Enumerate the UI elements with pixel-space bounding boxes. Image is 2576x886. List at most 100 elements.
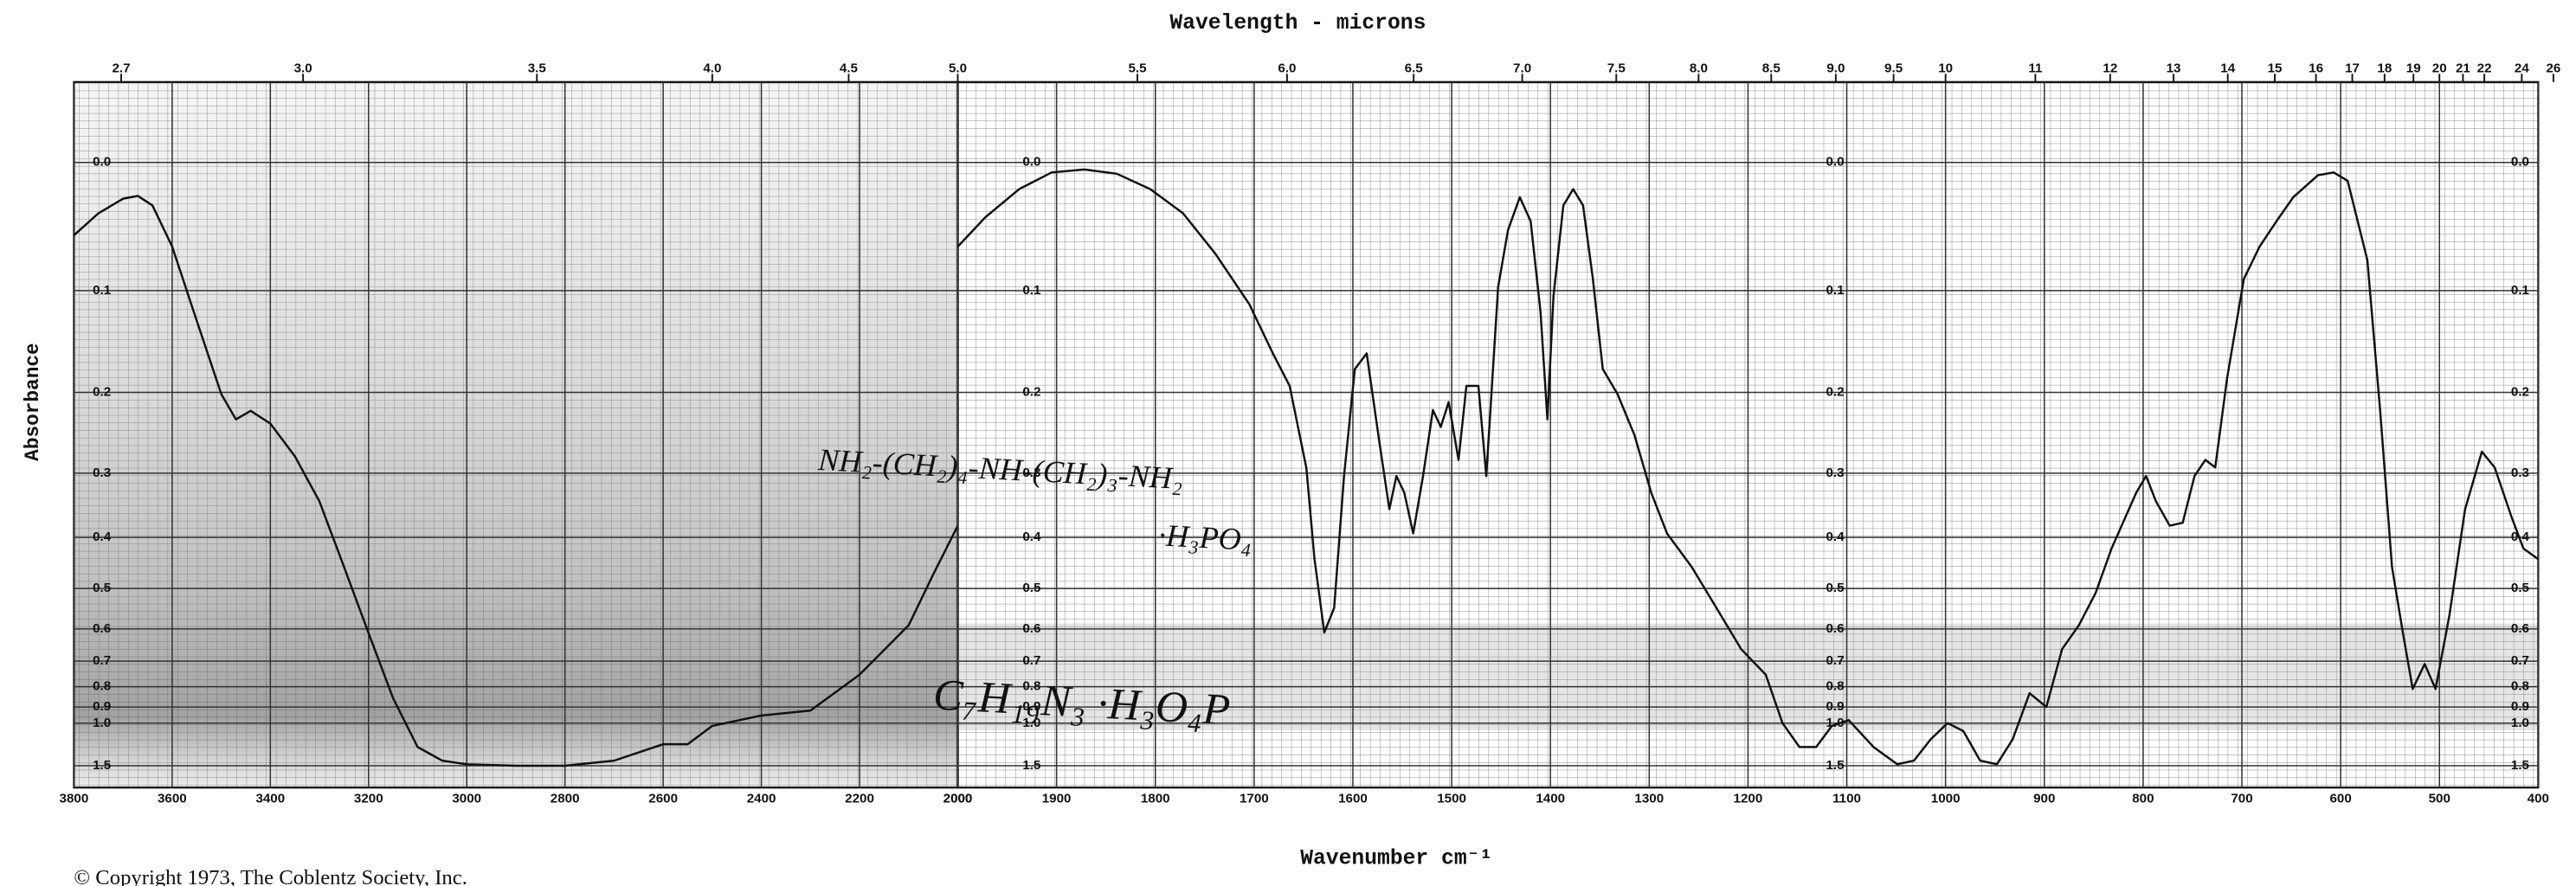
x2-tick-label: 16: [2309, 61, 2323, 76]
y-tick-label: 0.2: [1022, 384, 1040, 399]
x-tick-label: 1600: [1338, 792, 1368, 806]
x-tick-label: 600: [2329, 792, 2351, 806]
x2-tick-label: 22: [2477, 61, 2492, 76]
y-tick-label: 1.5: [1022, 758, 1040, 773]
y-axis-label: Absorbance: [22, 343, 44, 460]
x-tick-label: 1900: [1042, 792, 1072, 806]
y-tick-label: 0.1: [1022, 283, 1040, 298]
x-tick-label: 3200: [354, 792, 383, 806]
x-tick-label: 2800: [551, 792, 580, 806]
y-tick-label: 0.7: [1826, 653, 1844, 668]
x2-tick-label: 11: [2028, 61, 2042, 76]
x2-tick-label: 9.5: [1884, 61, 1903, 76]
y-tick-label: 0.3: [2511, 465, 2529, 480]
x2-tick-label: 8.0: [1690, 61, 1708, 76]
y-tick-label: 0.9: [93, 699, 111, 714]
y-tick-label: 0.1: [93, 283, 111, 298]
y-tick-label: 1.0: [2511, 716, 2529, 730]
y-tick-label: 0.0: [93, 155, 111, 170]
x2-tick-label: 26: [2546, 61, 2560, 76]
x2-tick-label: 21: [2456, 61, 2470, 76]
x-tick-label: 400: [2528, 792, 2549, 806]
x-tick-label: 800: [2132, 792, 2154, 806]
y-tick-label: 0.9: [1826, 699, 1844, 714]
x2-tick-label: 3.5: [528, 61, 546, 76]
y-tick-label: 0.8: [1022, 679, 1040, 694]
y-tick-label: 1.0: [93, 716, 111, 730]
x2-tick-label: 2.7: [112, 61, 130, 76]
x2-tick-label: 7.5: [1607, 61, 1626, 76]
x2-tick-label: 17: [2345, 61, 2360, 76]
x-tick-label: 3800: [60, 792, 89, 806]
spectrum-line: [956, 168, 2540, 766]
x2-tick-label: 6.0: [1278, 61, 1296, 76]
y-tick-label: 0.5: [1826, 581, 1844, 595]
x2-tick-label: 13: [2167, 61, 2181, 76]
x2-tick-label: 14: [2220, 61, 2235, 76]
y-tick-label: 0.9: [1022, 699, 1040, 714]
y-tick-label: 0.4: [93, 530, 112, 544]
chart-title: Wavelength - microns: [1169, 11, 1426, 35]
y-tick-label: 1.5: [2511, 758, 2529, 773]
x-tick-label: 1200: [1734, 792, 1763, 806]
x2-tick-label: 6.5: [1405, 61, 1423, 76]
y-tick-label: 0.0: [1022, 155, 1040, 170]
x-tick-label: 1700: [1240, 792, 1269, 806]
x2-tick-label: 20: [2432, 61, 2447, 76]
x2-tick-label: 18: [2377, 61, 2392, 76]
x2-tick-label: 15: [2268, 61, 2283, 76]
y-tick-label: 0.8: [2511, 679, 2529, 694]
x-tick-label: 1100: [1832, 792, 1861, 806]
copyright: © Copyright 1973, The Coblentz Society, …: [74, 866, 467, 886]
x-tick-label: 3600: [158, 792, 187, 806]
y-tick-label: 0.6: [1022, 621, 1040, 636]
y-tick-label: 0.5: [2511, 581, 2529, 595]
x-tick-label: 2000: [943, 792, 973, 806]
x2-tick-label: 7.0: [1513, 61, 1531, 76]
x2-tick-label: 3.0: [294, 61, 312, 76]
y-tick-label: 0.7: [2511, 653, 2529, 668]
y-tick-label: 0.4: [1022, 530, 1041, 544]
y-tick-label: 0.0: [1826, 155, 1844, 170]
y-tick-label: 0.0: [2511, 155, 2529, 170]
x-tick-label: 1400: [1536, 792, 1565, 806]
y-tick-label: 1.5: [93, 758, 111, 773]
y-tick-label: 0.5: [93, 581, 111, 595]
x-tick-label: 1500: [1437, 792, 1466, 806]
x-tick-label: 3000: [452, 792, 481, 806]
y-tick-label: 0.3: [1022, 465, 1040, 480]
y-tick-label: 0.5: [1022, 581, 1040, 595]
x-tick-label: 500: [2429, 792, 2450, 806]
y-tick-label: 0.4: [2511, 530, 2530, 544]
y-tick-label: 0.4: [1826, 530, 1845, 544]
x2-tick-label: 5.5: [1128, 61, 1146, 76]
x-tick-label: 2400: [747, 792, 776, 806]
y-tick-label: 0.8: [1826, 679, 1844, 694]
x2-tick-label: 19: [2406, 61, 2421, 76]
y-tick-label: 0.6: [2511, 621, 2529, 636]
y-tick-label: 0.1: [2511, 283, 2529, 298]
y-tick-label: 0.1: [1826, 283, 1844, 298]
x-tick-label: 3400: [255, 792, 285, 806]
x2-tick-label: 4.0: [703, 61, 721, 76]
x2-tick-label: 8.5: [1762, 61, 1781, 76]
annotation-salt: ·H₃PO₄: [1157, 517, 1253, 557]
x2-tick-label: 5.0: [949, 61, 967, 76]
y-tick-label: 0.2: [2511, 384, 2529, 399]
x-tick-label: 900: [2033, 792, 2055, 806]
x2-tick-label: 9.0: [1826, 61, 1845, 76]
x2-tick-label: 24: [2515, 61, 2529, 76]
x2-tick-label: 10: [1938, 61, 1953, 76]
x2-tick-label: 12: [2103, 61, 2117, 76]
y-tick-label: 0.7: [93, 653, 111, 668]
y-tick-label: 0.9: [2511, 699, 2529, 714]
spectrum-line: [73, 195, 959, 767]
x-tick-label: 1300: [1634, 792, 1664, 806]
y-tick-label: 0.6: [93, 621, 111, 636]
x-tick-label: 2600: [648, 792, 678, 806]
x-tick-label: 700: [2231, 792, 2252, 806]
y-tick-label: 1.0: [1022, 716, 1040, 730]
x2-tick-label: 4.5: [840, 61, 858, 76]
x-tick-label: 2200: [845, 792, 874, 806]
